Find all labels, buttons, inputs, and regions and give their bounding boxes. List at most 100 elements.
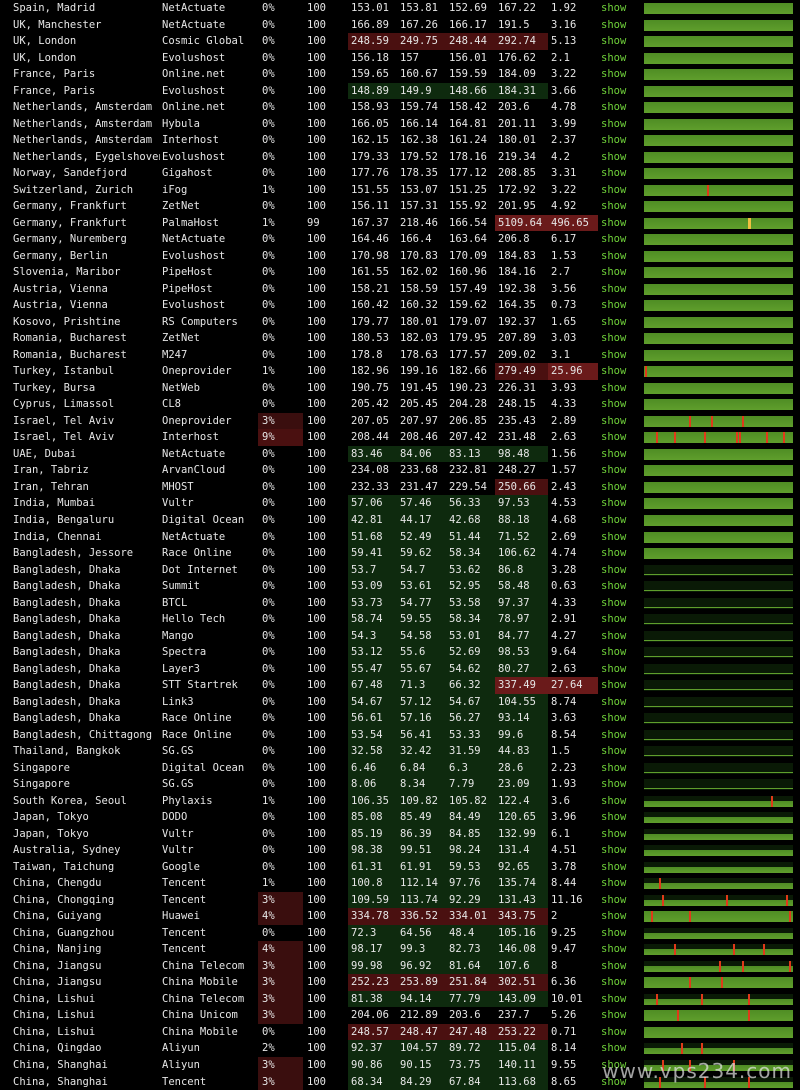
show-link[interactable]: show — [601, 101, 627, 114]
show-link[interactable]: show — [601, 1075, 627, 1088]
show-link[interactable]: show — [601, 117, 627, 130]
show-link[interactable]: show — [601, 910, 627, 923]
show-link[interactable]: show — [601, 315, 627, 328]
show-link[interactable]: show — [601, 282, 627, 295]
stdev-cell: 0.73 — [551, 299, 577, 312]
show-link[interactable]: show — [601, 150, 627, 163]
stdev-cell: 4.68 — [551, 513, 577, 526]
show-link[interactable]: show — [601, 563, 627, 576]
show-link[interactable]: show — [601, 1042, 627, 1055]
show-link[interactable]: show — [601, 778, 627, 791]
sent-cell: 100 — [307, 547, 326, 560]
show-link[interactable]: show — [601, 2, 627, 14]
show-link[interactable]: show — [601, 431, 627, 444]
show-link[interactable]: show — [601, 299, 627, 312]
show-link[interactable]: show — [601, 381, 627, 394]
stdev-cell: 10.01 — [551, 992, 583, 1005]
avg-cell: 160.32 — [400, 299, 438, 312]
show-link[interactable]: show — [601, 596, 627, 609]
show-link[interactable]: show — [601, 1059, 627, 1071]
latency-graph — [644, 102, 793, 114]
show-link[interactable]: show — [601, 877, 627, 890]
show-link[interactable]: show — [601, 893, 627, 906]
show-link[interactable]: show — [601, 167, 627, 180]
show-link[interactable]: show — [601, 827, 627, 840]
show-link[interactable]: show — [601, 745, 627, 758]
location-cell: India, Mumbai — [13, 497, 96, 510]
loss-cell: 0% — [262, 84, 275, 97]
show-link[interactable]: show — [601, 365, 627, 378]
show-link[interactable]: show — [601, 844, 627, 857]
graph-baseline — [644, 788, 793, 790]
show-link[interactable]: show — [601, 51, 627, 64]
show-link[interactable]: show — [601, 992, 627, 1005]
show-link[interactable]: show — [601, 976, 627, 989]
show-link[interactable]: show — [601, 1025, 627, 1038]
loss-spike — [742, 960, 745, 972]
show-link[interactable]: show — [601, 959, 627, 972]
show-link[interactable]: show — [601, 679, 627, 692]
location-cell: Germany, Frankfurt — [13, 200, 127, 213]
show-link[interactable]: show — [601, 183, 627, 196]
show-link[interactable]: show — [601, 332, 627, 345]
show-link[interactable]: show — [601, 398, 627, 411]
show-link[interactable]: show — [601, 662, 627, 675]
graph-fill — [644, 514, 793, 526]
show-link[interactable]: show — [601, 761, 627, 774]
stdev-cell: 2.7 — [551, 266, 570, 279]
show-link[interactable]: show — [601, 1009, 627, 1022]
sent-cell: 100 — [307, 150, 326, 163]
last-cell: 59.41 — [348, 545, 397, 562]
show-link[interactable]: show — [601, 414, 627, 427]
show-link[interactable]: show — [601, 530, 627, 543]
stdev-cell: 3.22 — [551, 183, 577, 196]
show-link[interactable]: show — [601, 811, 627, 824]
show-link[interactable]: show — [601, 926, 627, 939]
loss-cell: 0% — [262, 464, 275, 477]
show-link[interactable]: show — [601, 480, 627, 493]
show-link[interactable]: show — [601, 233, 627, 246]
show-link[interactable]: show — [601, 84, 627, 97]
graph-fill — [644, 949, 793, 956]
show-link[interactable]: show — [601, 200, 627, 213]
show-link[interactable]: show — [601, 695, 627, 708]
avg-cell: 218.46 — [400, 216, 438, 229]
show-link[interactable]: show — [601, 249, 627, 262]
show-link[interactable]: show — [601, 266, 627, 279]
show-link[interactable]: show — [601, 794, 627, 807]
show-link[interactable]: show — [601, 497, 627, 510]
avg-cell: 248.47 — [397, 1023, 446, 1041]
show-link[interactable]: show — [601, 348, 627, 361]
provider-cell: Evolushost — [162, 249, 226, 262]
provider-cell: China Mobile — [162, 976, 238, 989]
loss-cell: 0% — [262, 480, 275, 493]
worst-cell: 226.31 — [498, 381, 536, 394]
show-link[interactable]: show — [601, 18, 627, 31]
worst-cell: 122.4 — [495, 792, 548, 810]
show-link[interactable]: show — [601, 447, 627, 460]
provider-cell: China Telecom — [162, 959, 245, 972]
show-link[interactable]: show — [601, 860, 627, 873]
show-link[interactable]: show — [601, 134, 627, 147]
latency-graph — [644, 647, 793, 659]
show-link[interactable]: show — [601, 613, 627, 626]
latency-graph — [644, 713, 793, 725]
show-link[interactable]: show — [601, 646, 627, 659]
show-link[interactable]: show — [601, 728, 627, 741]
provider-cell: PipeHost — [162, 282, 213, 295]
show-link[interactable]: show — [601, 464, 627, 477]
show-link[interactable]: show — [601, 580, 627, 593]
graph-fill — [644, 267, 793, 279]
show-link[interactable]: show — [601, 629, 627, 642]
show-link[interactable]: show — [601, 943, 627, 956]
show-link[interactable]: show — [601, 68, 627, 81]
show-link[interactable]: show — [601, 712, 627, 725]
show-link[interactable]: show — [601, 35, 627, 48]
show-link[interactable]: show — [601, 513, 627, 526]
graph-fill — [644, 998, 793, 1005]
avg-cell: 253.89 — [397, 974, 446, 991]
show-link[interactable]: show — [601, 216, 627, 229]
best-cell: 53.62 — [446, 561, 495, 579]
show-link[interactable]: show — [601, 547, 627, 560]
stdev-cell: 3.31 — [551, 167, 577, 180]
